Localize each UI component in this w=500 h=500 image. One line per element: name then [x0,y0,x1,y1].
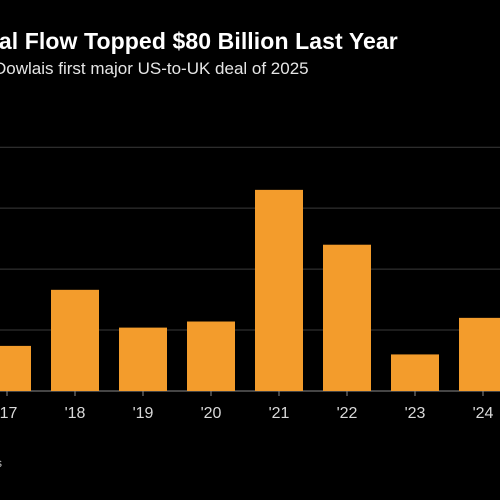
chart-subtitle: Dowlais first major US-to-UK deal of 202… [0,59,309,78]
bar [0,345,31,391]
x-tick-label: '24 [473,405,494,422]
x-tick-label: '20 [201,405,222,422]
bar [187,321,235,391]
bar [119,327,167,391]
bar [391,354,439,391]
source-note: s [0,456,2,470]
bar [323,244,371,391]
x-tick-label: '22 [337,405,358,422]
chart-title: eal Flow Topped $80 Billion Last Year [0,28,398,54]
bar [51,289,99,391]
x-tick-label: '18 [65,405,86,422]
bar [459,317,500,391]
x-tick-label: '19 [133,405,154,422]
x-tick-label: '21 [269,405,290,422]
bar [255,189,303,391]
x-tick-label: '17 [0,405,18,422]
x-tick-label: '23 [405,405,426,422]
